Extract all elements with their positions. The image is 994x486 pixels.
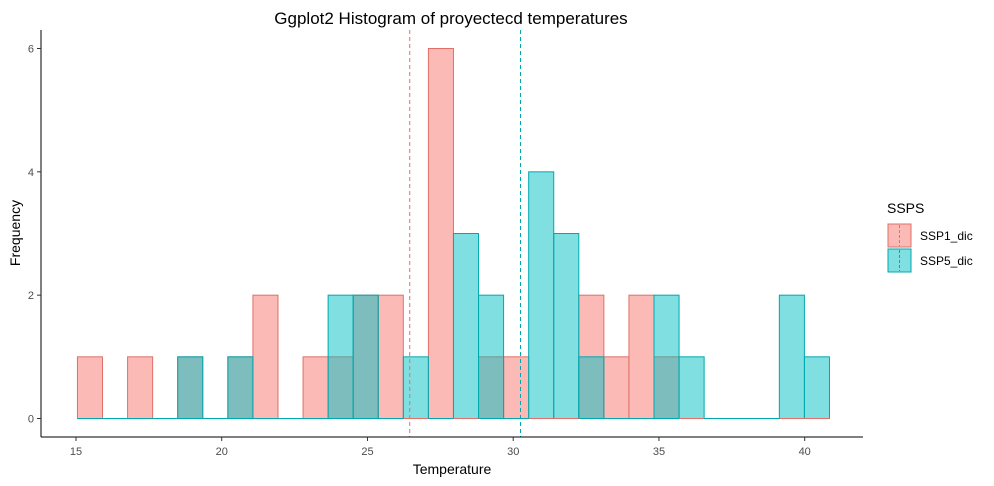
y-tick-label: 4 — [28, 167, 34, 179]
histogram-bar-ssp1-dic-7 — [252, 294, 279, 419]
x-tick-label: 20 — [216, 446, 228, 458]
histogram-bar-ssp1-dic-9 — [302, 356, 329, 420]
histogram-bar-ssp5-dic-10 — [327, 294, 354, 419]
histogram-bar-ssp1-dic-22 — [628, 294, 655, 419]
histogram-bar-ssp1-dic-0 — [76, 356, 104, 420]
histogram-bar-ssp1-dic-12 — [377, 294, 404, 419]
legend: SSPS SSP1_dic SSP5_dic — [887, 200, 973, 273]
histogram-bar-ssp5-dic-28 — [778, 294, 805, 419]
legend-label-ssp1-dic: SSP1_dic — [920, 229, 973, 243]
histogram-bar-ssp5-dic-23 — [653, 294, 680, 419]
plot-area — [76, 30, 830, 437]
histogram-bar-ssp1-dic-2 — [127, 356, 154, 420]
histogram-bar-ssp5-dic-4 — [177, 356, 204, 420]
legend-items: SSP1_dic SSP5_dic — [887, 223, 973, 273]
bars-layer — [76, 48, 830, 420]
histogram-bar-ssp1-dic-14 — [427, 48, 454, 419]
mean-lines-layer — [409, 30, 521, 437]
histogram-bar-ssp5-dic-13 — [402, 356, 429, 420]
y-tick-label: 2 — [28, 290, 34, 302]
histogram-bar-ssp5-dic-20 — [578, 356, 605, 420]
y-axis-ticks: 0 2 4 6 — [28, 44, 41, 426]
histogram-bar-ssp5-dic-19 — [553, 233, 580, 419]
y-tick-label: 0 — [28, 414, 34, 426]
histogram-bar-ssp5-dic-11 — [352, 294, 379, 419]
histogram-bar-ssp5-dic-15 — [452, 233, 480, 419]
x-tick-label: 40 — [799, 446, 811, 458]
x-tick-label: 15 — [70, 446, 82, 458]
histogram-bar-ssp5-dic-24 — [678, 356, 705, 420]
histogram-bar-ssp1-dic-21 — [603, 356, 630, 420]
legend-label-ssp5-dic: SSP5_dic — [920, 254, 973, 268]
histogram-bar-ssp5-dic-18 — [528, 171, 555, 419]
x-tick-label: 35 — [653, 446, 665, 458]
x-tick-label: 30 — [507, 446, 519, 458]
y-axis-title: Frequency — [7, 200, 23, 266]
y-tick-label: 6 — [28, 44, 34, 56]
x-axis-title: Temperature — [413, 461, 492, 477]
legend-title: SSPS — [887, 200, 924, 216]
x-tick-label: 25 — [361, 446, 373, 458]
histogram-bar-ssp5-dic-6 — [227, 356, 254, 420]
histogram-bar-ssp1-dic-17 — [503, 356, 530, 420]
x-axis-ticks: 15 20 25 30 35 40 — [70, 437, 811, 458]
histogram-bar-ssp5-dic-29 — [803, 356, 830, 420]
histogram-bar-ssp5-dic-16 — [478, 294, 505, 419]
chart-title: Ggplot2 Histogram of proyectecd temperat… — [274, 9, 627, 28]
